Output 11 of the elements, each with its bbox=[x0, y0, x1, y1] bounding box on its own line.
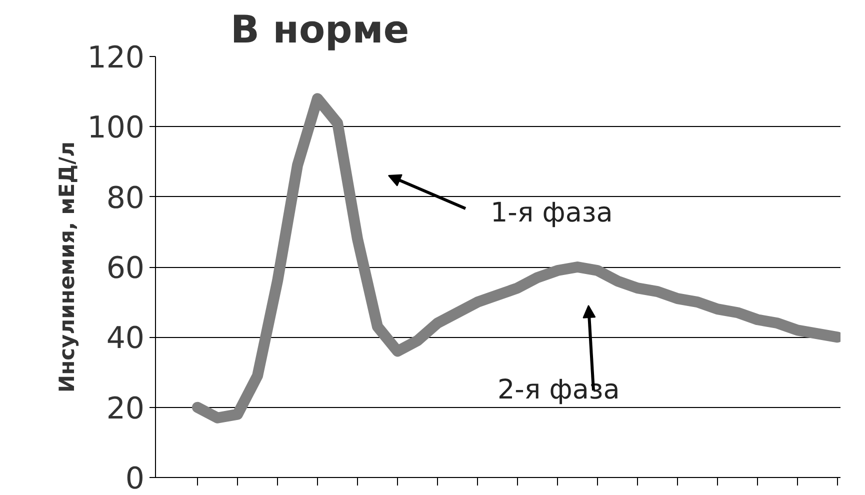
y-tick-label: 20 bbox=[106, 391, 145, 426]
y-tick-label: 0 bbox=[125, 462, 145, 495]
chart-title: В норме bbox=[230, 8, 410, 52]
y-tick-label: 60 bbox=[106, 251, 145, 286]
annotation: 1-я фаза bbox=[490, 198, 613, 228]
y-tick-label: 40 bbox=[106, 321, 145, 356]
y-axis-title: Инсулинемия, мЕД/л bbox=[55, 141, 80, 392]
annotation: 2-я фаза bbox=[498, 374, 620, 406]
y-tick-label: 120 bbox=[87, 40, 145, 76]
y-tick-label: 80 bbox=[106, 180, 145, 216]
y-tick-label: 100 bbox=[87, 110, 145, 146]
